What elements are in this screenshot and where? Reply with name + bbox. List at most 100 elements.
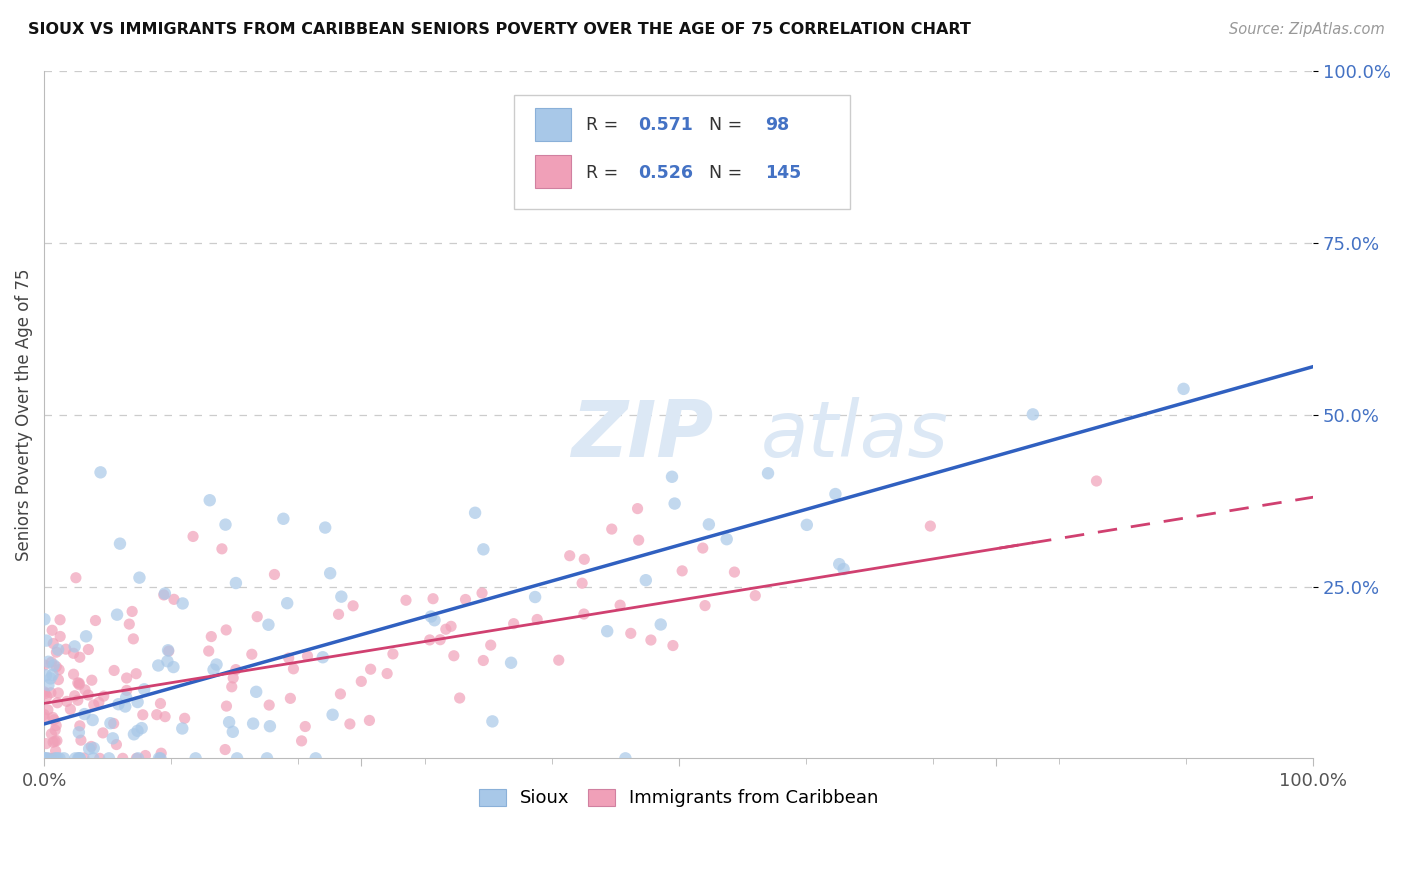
Point (45, 733, 67, 747)
Point (214, 517, 236, 532)
Point (103, 716, 125, 731)
Bar (536, 155, 571, 188)
Point (101, 731, 124, 746)
Point (225, 663, 247, 677)
Point (524, 590, 547, 604)
Point (479, 638, 502, 652)
Point (67, 725, 90, 739)
Point (319, 566, 342, 581)
Point (395, 593, 418, 607)
Point (127, 751, 149, 765)
Point (215, 699, 238, 714)
Point (44, 751, 66, 765)
Point (283, 662, 305, 676)
Point (211, 541, 233, 556)
Point (1022, 408, 1045, 422)
Point (115, 683, 138, 698)
Point (221, 680, 243, 694)
Point (200, 630, 222, 644)
Point (222, 724, 245, 739)
Point (75, 629, 97, 643)
Point (77, 741, 100, 756)
Point (920, 519, 942, 533)
Point (359, 714, 381, 728)
Point (55, 694, 77, 708)
Point (419, 632, 441, 647)
Point (127, 723, 149, 738)
Point (471, 586, 494, 600)
Point (290, 734, 312, 748)
Point (45, 744, 67, 758)
Text: 145: 145 (765, 164, 801, 182)
Point (572, 607, 595, 621)
Point (499, 656, 522, 670)
Point (44, 734, 66, 748)
Point (443, 648, 465, 663)
Point (148, 751, 170, 765)
Point (464, 506, 486, 520)
Point (128, 571, 150, 585)
Point (46, 642, 69, 657)
Point (153, 709, 176, 723)
Point (37, 678, 59, 692)
Point (42, 735, 65, 749)
Point (108, 536, 131, 550)
Point (744, 589, 766, 603)
Point (246, 609, 269, 624)
Point (259, 719, 281, 733)
Point (832, 562, 855, 576)
Point (297, 648, 319, 663)
Point (329, 687, 352, 701)
Point (34, 657, 56, 672)
Text: atlas: atlas (761, 397, 949, 474)
Point (89, 466, 111, 480)
Point (205, 657, 228, 672)
Point (472, 542, 495, 557)
Text: SIOUX VS IMMIGRANTS FROM CARIBBEAN SENIORS POVERTY OVER THE AGE OF 75 CORRELATIO: SIOUX VS IMMIGRANTS FROM CARIBBEAN SENIO… (28, 22, 972, 37)
Point (226, 751, 249, 765)
Point (114, 699, 136, 714)
Point (49, 630, 72, 644)
Point (256, 751, 278, 765)
Text: 0.571: 0.571 (638, 116, 693, 134)
Point (156, 654, 179, 668)
Point (277, 651, 299, 665)
Point (222, 671, 245, 685)
Point (63, 689, 86, 703)
Point (149, 751, 172, 765)
Point (381, 647, 404, 661)
Point (105, 607, 128, 622)
Point (66, 676, 89, 690)
Point (723, 565, 745, 579)
Point (148, 658, 170, 673)
Point (661, 470, 683, 484)
Point (614, 751, 637, 765)
Point (65, 571, 87, 585)
Point (280, 691, 302, 706)
Point (41, 751, 63, 765)
Point (828, 557, 851, 571)
Point (330, 590, 353, 604)
Point (422, 591, 444, 606)
Point (41, 624, 63, 638)
Point (107, 697, 129, 711)
Point (32, 710, 55, 724)
Point (42, 658, 65, 673)
Point (32, 707, 55, 722)
Point (294, 719, 316, 733)
Point (596, 624, 619, 639)
Text: 0.526: 0.526 (638, 164, 693, 182)
Point (263, 567, 285, 582)
Point (218, 715, 240, 730)
Point (115, 671, 138, 685)
Point (620, 626, 643, 640)
Point (429, 632, 451, 647)
Text: R =: R = (586, 116, 624, 134)
Point (502, 616, 524, 631)
Point (32, 685, 55, 699)
Point (257, 698, 280, 712)
Point (664, 497, 686, 511)
Point (34, 612, 56, 626)
Point (48, 751, 70, 765)
Point (77, 642, 100, 657)
